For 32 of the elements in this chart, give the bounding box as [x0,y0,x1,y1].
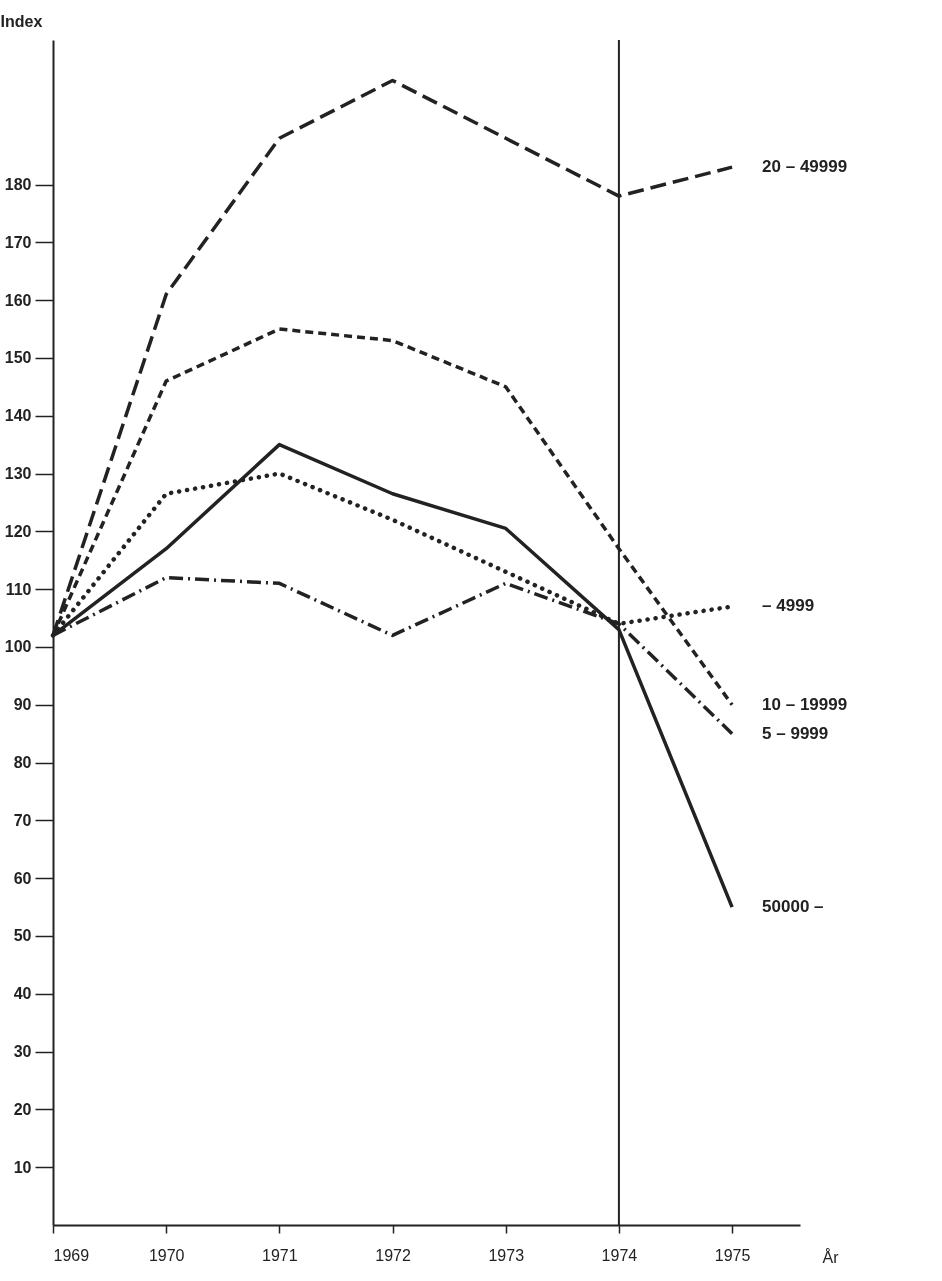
y-tick-label: 120 [4,522,32,540]
y-tick-label: 50 [13,927,32,945]
y-tick-label: 60 [13,869,32,887]
x-axis-title: År [822,1247,840,1266]
y-tick-label: 140 [4,407,32,425]
y-tick-label: 160 [4,291,32,309]
series-label: 10 – 19999 [762,694,848,714]
x-tick-label: 1973 [488,1246,525,1264]
y-tick-label: 80 [13,754,32,772]
series-label: – 4999 [762,596,815,616]
y-tick-label: 130 [4,465,32,483]
y-tick-label: 180 [4,176,32,194]
y-tick-label: 10 [13,1158,32,1176]
x-tick-label: 1970 [148,1246,185,1264]
series-label: 50000 – [762,897,824,917]
y-tick-label: 100 [4,638,32,656]
y-axis-title: Index [0,12,43,30]
x-tick-label: 1969 [53,1246,90,1264]
y-tick-label: 110 [5,580,32,598]
x-tick-label: 1974 [601,1246,638,1264]
y-tick-label: 150 [4,349,32,367]
y-tick-label: 70 [13,811,32,829]
series-label: 5 – 9999 [762,723,829,743]
series-label: 20 – 49999 [762,157,848,177]
y-tick-label: 90 [13,696,32,714]
x-tick-label: 1971 [262,1246,298,1264]
x-tick-label: 1972 [375,1246,411,1264]
y-tick-label: 30 [13,1043,32,1061]
x-tick-label: 1975 [714,1246,751,1264]
y-tick-label: 170 [4,233,32,251]
y-tick-label: 20 [13,1100,32,1118]
y-tick-label: 40 [13,985,32,1003]
